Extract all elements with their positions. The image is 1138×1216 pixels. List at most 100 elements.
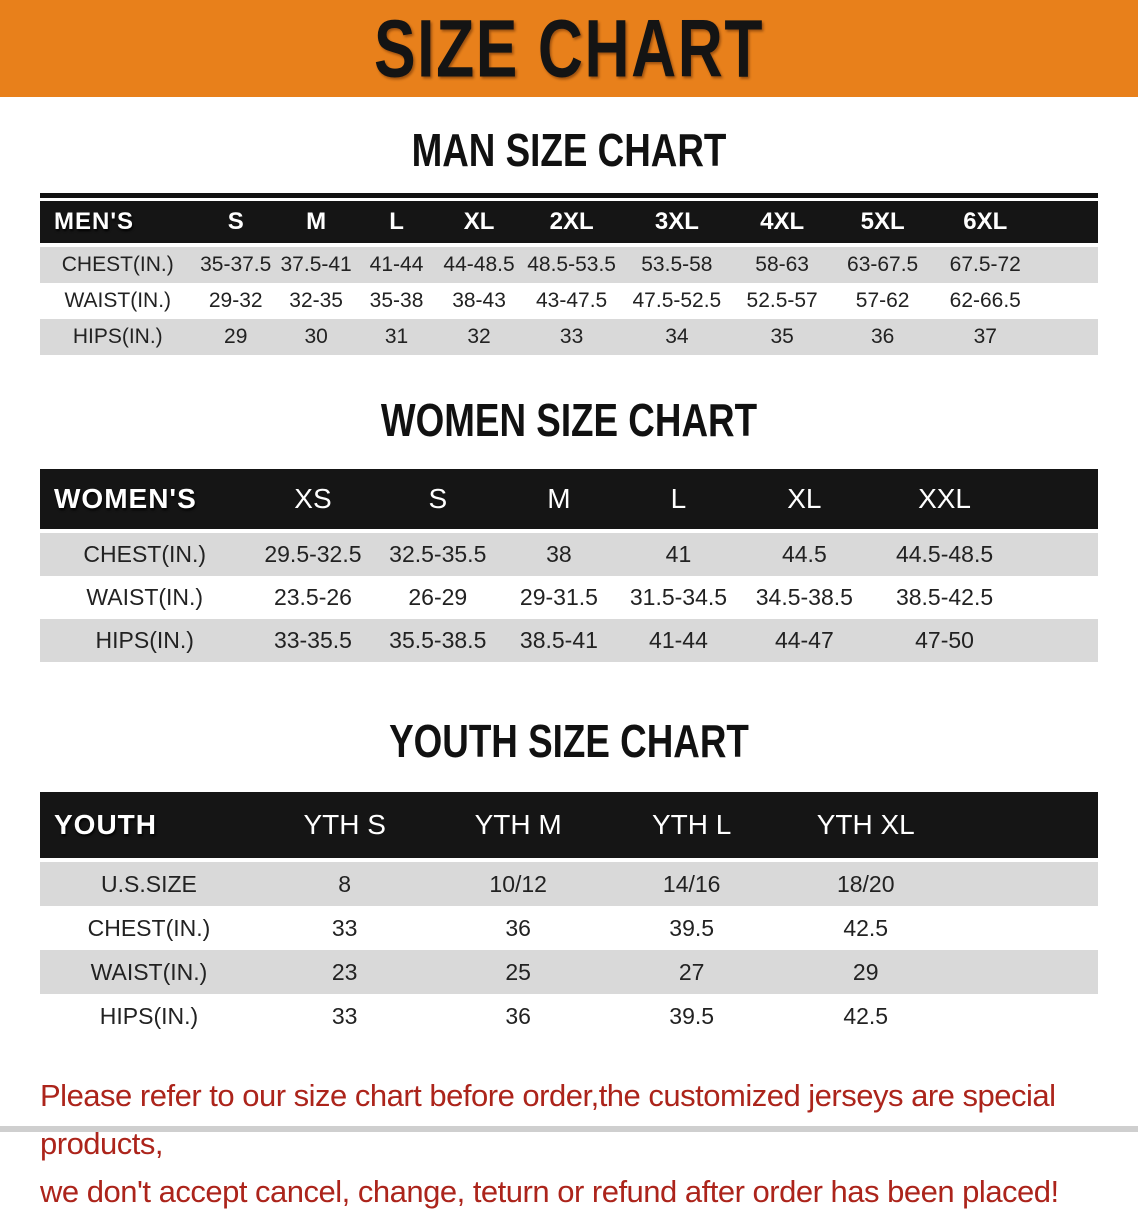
size-column-header: YTH L	[604, 792, 779, 862]
size-column-header: 6XL	[932, 201, 1038, 247]
table-row: CHEST(IN.) 33 36 39.5 42.5	[40, 906, 1098, 950]
men-table: MEN'S S M L XL 2XL 3XL 4XL 5XL 6XL CHEST(IN.) 35-37…	[40, 201, 1098, 355]
women-size-section: WOMEN SIZE CHART WOMEN'S XS S M L XL XXL CHEST(…	[0, 393, 1138, 662]
row-label: HIPS(IN.)	[95, 627, 194, 653]
size-cell: 32-35	[289, 289, 343, 312]
size-cell: 34	[665, 325, 689, 348]
size-cell: 36	[505, 1002, 531, 1029]
youth-size-table: YOUTH YTH S YTH M YTH L YTH XL U.S.SIZE 8 10/12…	[40, 792, 1098, 1038]
size-column-header: 3XL	[621, 201, 732, 247]
size-cell: 33	[331, 914, 358, 941]
size-cell: 44.5	[781, 541, 827, 567]
size-cell: 39.5	[669, 1002, 715, 1029]
table-row: HIPS(IN.) 33-35.5 35.5-38.5 38.5-41 41-44 44-…	[40, 619, 1098, 662]
table-top-rule	[40, 193, 1098, 198]
youth-section-heading: YOUTH SIZE CHART	[389, 715, 749, 767]
row-spacer	[953, 950, 1098, 994]
size-column-header: YTH M	[431, 792, 605, 862]
row-label: HIPS(IN.)	[72, 325, 163, 348]
size-cell: 30	[304, 325, 328, 348]
size-cell: 31.5-34.5	[629, 584, 728, 610]
size-column-header: 4XL	[731, 201, 833, 247]
size-cell: 32.5-35.5	[389, 541, 487, 567]
size-column-header: 5XL	[832, 201, 933, 247]
size-cell: 62-66.5	[949, 289, 1021, 312]
table-row: CHEST(IN.) 29.5-32.5 32.5-35.5 38 41 44.5 44.5…	[40, 531, 1098, 576]
row-spacer	[1038, 283, 1098, 319]
women-section-heading: WOMEN SIZE CHART	[380, 394, 758, 446]
size-cell: 44-47	[774, 627, 834, 653]
size-cell: 32	[467, 325, 491, 348]
table-corner-label: MEN'S	[40, 201, 196, 247]
disclaimer-line-1: Please refer to our size chart before or…	[40, 1078, 1056, 1161]
table-row: WAIST(IN.) 23 25 27 29	[40, 950, 1098, 994]
table-row: U.S.SIZE 8 10/12 14/16 18/20	[40, 860, 1098, 906]
row-spacer	[1038, 245, 1098, 283]
size-cell: 52.5-57	[746, 289, 818, 312]
table-corner-label: YOUTH	[40, 792, 258, 862]
disclaimer-text: Please refer to our size chart before or…	[40, 1072, 1114, 1216]
youth-size-section: YOUTH SIZE CHART YOUTH YTH S YTH M YTH L YTH…	[0, 714, 1138, 1038]
size-cell: 43-47.5	[535, 289, 608, 312]
size-cell: 36	[870, 325, 895, 348]
size-column-header: S	[376, 469, 500, 533]
size-cell: 38.5-42.5	[895, 584, 994, 610]
size-cell: 33	[331, 1002, 358, 1029]
table-header-row: YOUTH YTH S YTH M YTH L YTH XL	[40, 792, 1098, 862]
row-label: CHEST(IN.)	[83, 541, 207, 567]
size-cell: 23.5-26	[273, 584, 352, 610]
header-spacer	[1018, 469, 1098, 533]
table-header-row: WOMEN'S XS S M L XL XXL	[40, 469, 1098, 533]
header-spacer	[1037, 201, 1098, 247]
size-column-header: XS	[249, 469, 377, 533]
women-table: WOMEN'S XS S M L XL XXL CHEST(IN.) 29.5-32.5 32.5…	[40, 469, 1098, 662]
size-cell: 48.5-53.5	[527, 253, 616, 276]
image-bottom-edge	[0, 1126, 1138, 1132]
row-label: CHEST(IN.)	[61, 253, 174, 276]
row-label: U.S.SIZE	[101, 870, 197, 897]
size-column-header: XXL	[870, 469, 1019, 533]
row-label: WAIST(IN.)	[86, 584, 204, 610]
size-cell: 42.5	[843, 1002, 889, 1029]
row-spacer	[953, 906, 1098, 950]
size-cell: 26-29	[408, 584, 468, 610]
size-cell: 47-50	[915, 627, 974, 653]
row-spacer	[953, 860, 1098, 906]
size-cell: 63-67.5	[847, 253, 919, 276]
size-cell: 38-43	[452, 289, 506, 312]
size-cell: 36	[505, 914, 531, 941]
size-cell: 29-31.5	[519, 584, 598, 610]
size-cell: 37.5-41	[280, 253, 352, 276]
size-column-header: S	[195, 201, 276, 247]
size-column-header: YTH S	[257, 792, 432, 862]
disclaimer-line-2: we don't accept cancel, change, teturn o…	[40, 1174, 1059, 1209]
size-cell: 38.5-41	[519, 627, 598, 653]
size-cell: 34.5-38.5	[755, 584, 853, 610]
header-spacer	[953, 792, 1098, 862]
size-cell: 57-62	[855, 289, 910, 312]
size-column-header: M	[275, 201, 357, 247]
size-cell: 35	[770, 325, 794, 348]
row-spacer	[1019, 576, 1098, 619]
row-label: WAIST(IN.)	[90, 958, 208, 985]
size-cell: 58-63	[755, 253, 809, 276]
size-cell: 35-38	[369, 289, 424, 312]
row-label: CHEST(IN.)	[87, 914, 211, 941]
size-column-header: YTH XL	[778, 792, 953, 862]
size-column-header: XL	[436, 201, 522, 247]
size-cell: 39.5	[669, 914, 715, 941]
table-row: HIPS(IN.) 29 30 31 32 33 34 35 36 37	[40, 319, 1098, 355]
size-cell: 8	[338, 870, 352, 897]
size-cell: 29.5-32.5	[264, 541, 362, 567]
size-cell: 53.5-58	[641, 253, 713, 276]
table-row: HIPS(IN.) 33 36 39.5 42.5	[40, 994, 1098, 1038]
row-label: WAIST(IN.)	[64, 289, 172, 312]
size-chart-banner: SIZE CHART	[0, 0, 1138, 97]
table-row: WAIST(IN.) 29-32 32-35 35-38 38-43 43-47.5 47.…	[40, 283, 1098, 319]
row-spacer	[1038, 319, 1098, 355]
size-cell: 33	[559, 325, 584, 348]
size-cell: 41	[665, 541, 692, 567]
size-column-header: L	[356, 201, 437, 247]
table-header-row: MEN'S S M L XL 2XL 3XL 4XL 5XL 6XL	[40, 201, 1098, 247]
men-size-table: MEN'S S M L XL 2XL 3XL 4XL 5XL 6XL CHEST(IN.) 35-37…	[40, 193, 1098, 355]
